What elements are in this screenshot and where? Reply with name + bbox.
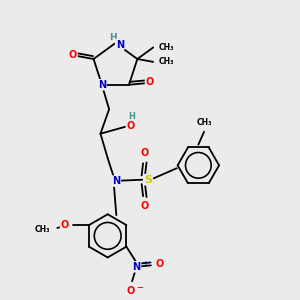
Text: N: N bbox=[132, 262, 140, 272]
Text: CH₃: CH₃ bbox=[159, 57, 174, 66]
Text: H: H bbox=[109, 33, 116, 42]
Text: N: N bbox=[112, 176, 120, 186]
Text: −: − bbox=[136, 283, 143, 292]
Text: N: N bbox=[116, 40, 124, 50]
Text: CH₃: CH₃ bbox=[196, 118, 212, 127]
Text: +: + bbox=[142, 260, 148, 266]
Text: O: O bbox=[127, 286, 135, 296]
Text: H: H bbox=[128, 112, 135, 121]
Text: O: O bbox=[126, 122, 135, 131]
Text: CH₃: CH₃ bbox=[159, 43, 174, 52]
Text: O: O bbox=[140, 148, 148, 158]
Text: S: S bbox=[144, 175, 152, 185]
Text: O: O bbox=[146, 77, 154, 87]
Text: O: O bbox=[61, 220, 69, 230]
Text: N: N bbox=[98, 80, 106, 90]
Text: O: O bbox=[155, 259, 164, 269]
Text: CH₃: CH₃ bbox=[34, 225, 50, 234]
Text: O: O bbox=[140, 201, 148, 211]
Text: O: O bbox=[69, 50, 77, 60]
